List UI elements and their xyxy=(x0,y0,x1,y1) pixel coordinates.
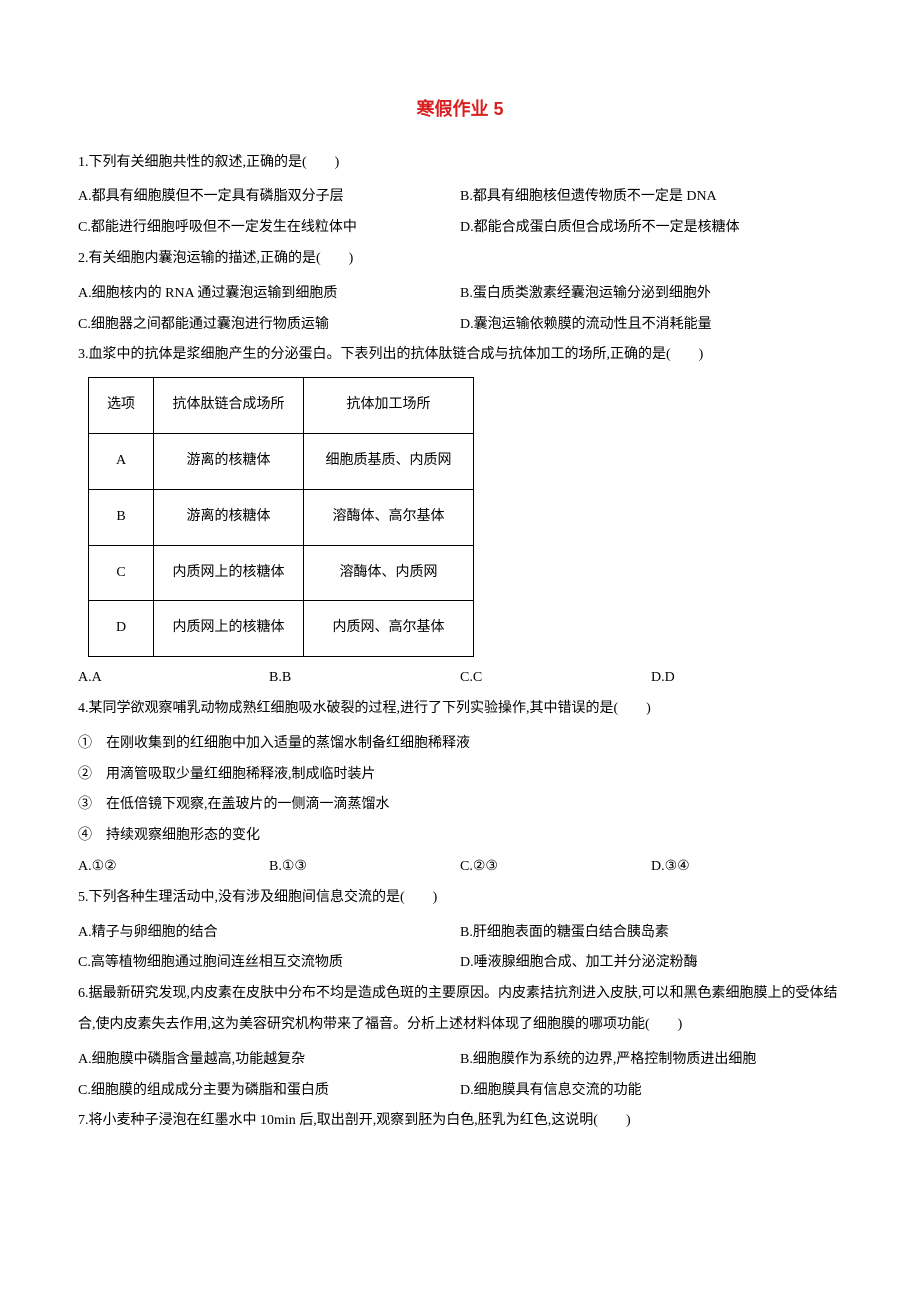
q6-option-d: D.细胞膜具有信息交流的功能 xyxy=(460,1076,842,1107)
table-header: 抗体加工场所 xyxy=(304,378,474,434)
question-4-stem: 4.某同学欲观察哺乳动物成熟红细胞吸水破裂的过程,进行了下列实验操作,其中错误的… xyxy=(78,694,842,725)
page-title: 寒假作业 5 xyxy=(78,90,842,130)
table-cell: 游离的核糖体 xyxy=(154,489,304,545)
table-cell: 内质网上的核糖体 xyxy=(154,545,304,601)
table-header: 选项 xyxy=(89,378,154,434)
q4-option-c: C.②③ xyxy=(460,852,651,883)
q2-option-d: D.囊泡运输依赖膜的流动性且不消耗能量 xyxy=(460,310,842,341)
q3-option-d: D.D xyxy=(651,663,842,694)
table-row: C 内质网上的核糖体 溶酶体、内质网 xyxy=(89,545,474,601)
q5-option-d: D.唾液腺细胞合成、加工并分泌淀粉酶 xyxy=(460,948,842,979)
q1-option-c: C.都能进行细胞呼吸但不一定发生在线粒体中 xyxy=(78,213,460,244)
question-3-stem: 3.血浆中的抗体是浆细胞产生的分泌蛋白。下表列出的抗体肽链合成与抗体加工的场所,… xyxy=(78,340,842,371)
table-row: D 内质网上的核糖体 内质网、高尔基体 xyxy=(89,601,474,657)
question-6-stem: 6.据最新研究发现,内皮素在皮肤中分布不均是造成色斑的主要原因。内皮素拮抗剂进入… xyxy=(78,979,842,1041)
q3-option-a: A.A xyxy=(78,663,269,694)
table-row: B 游离的核糖体 溶酶体、高尔基体 xyxy=(89,489,474,545)
table-cell: 溶酶体、高尔基体 xyxy=(304,489,474,545)
table-cell: 内质网上的核糖体 xyxy=(154,601,304,657)
q3-option-b: B.B xyxy=(269,663,460,694)
q3-table: 选项 抗体肽链合成场所 抗体加工场所 A 游离的核糖体 细胞质基质、内质网 B … xyxy=(88,377,474,657)
table-cell: 细胞质基质、内质网 xyxy=(304,433,474,489)
q4-step3: ③ 在低倍镜下观察,在盖玻片的一侧滴一滴蒸馏水 xyxy=(78,790,842,821)
q5-option-b: B.肝细胞表面的糖蛋白结合胰岛素 xyxy=(460,918,842,949)
table-row: A 游离的核糖体 细胞质基质、内质网 xyxy=(89,433,474,489)
q1-option-b: B.都具有细胞核但遗传物质不一定是 DNA xyxy=(460,182,842,213)
question-1-stem: 1.下列有关细胞共性的叙述,正确的是( ) xyxy=(78,148,842,179)
q4-option-d: D.③④ xyxy=(651,852,842,883)
question-5-stem: 5.下列各种生理活动中,没有涉及细胞间信息交流的是( ) xyxy=(78,883,842,914)
table-cell: C xyxy=(89,545,154,601)
q4-step1: ① 在刚收集到的红细胞中加入适量的蒸馏水制备红细胞稀释液 xyxy=(78,729,842,760)
question-2-stem: 2.有关细胞内囊泡运输的描述,正确的是( ) xyxy=(78,244,842,275)
table-cell: 游离的核糖体 xyxy=(154,433,304,489)
q1-option-a: A.都具有细胞膜但不一定具有磷脂双分子层 xyxy=(78,182,460,213)
q2-option-b: B.蛋白质类激素经囊泡运输分泌到细胞外 xyxy=(460,279,842,310)
table-cell: D xyxy=(89,601,154,657)
q4-step2: ② 用滴管吸取少量红细胞稀释液,制成临时装片 xyxy=(78,760,842,791)
q4-option-b: B.①③ xyxy=(269,852,460,883)
q1-option-d: D.都能合成蛋白质但合成场所不一定是核糖体 xyxy=(460,213,842,244)
table-cell: B xyxy=(89,489,154,545)
q5-option-a: A.精子与卵细胞的结合 xyxy=(78,918,460,949)
q2-option-a: A.细胞核内的 RNA 通过囊泡运输到细胞质 xyxy=(78,279,460,310)
table-cell: A xyxy=(89,433,154,489)
table-header: 抗体肽链合成场所 xyxy=(154,378,304,434)
q4-step4: ④ 持续观察细胞形态的变化 xyxy=(78,821,842,852)
q2-option-c: C.细胞器之间都能通过囊泡进行物质运输 xyxy=(78,310,460,341)
question-7-stem: 7.将小麦种子浸泡在红墨水中 10min 后,取出剖开,观察到胚为白色,胚乳为红… xyxy=(78,1106,842,1137)
q5-option-c: C.高等植物细胞通过胞间连丝相互交流物质 xyxy=(78,948,460,979)
q6-option-b: B.细胞膜作为系统的边界,严格控制物质进出细胞 xyxy=(460,1045,842,1076)
q6-option-c: C.细胞膜的组成成分主要为磷脂和蛋白质 xyxy=(78,1076,460,1107)
table-cell: 溶酶体、内质网 xyxy=(304,545,474,601)
q3-option-c: C.C xyxy=(460,663,651,694)
q6-option-a: A.细胞膜中磷脂含量越高,功能越复杂 xyxy=(78,1045,460,1076)
table-cell: 内质网、高尔基体 xyxy=(304,601,474,657)
q4-option-a: A.①② xyxy=(78,852,269,883)
